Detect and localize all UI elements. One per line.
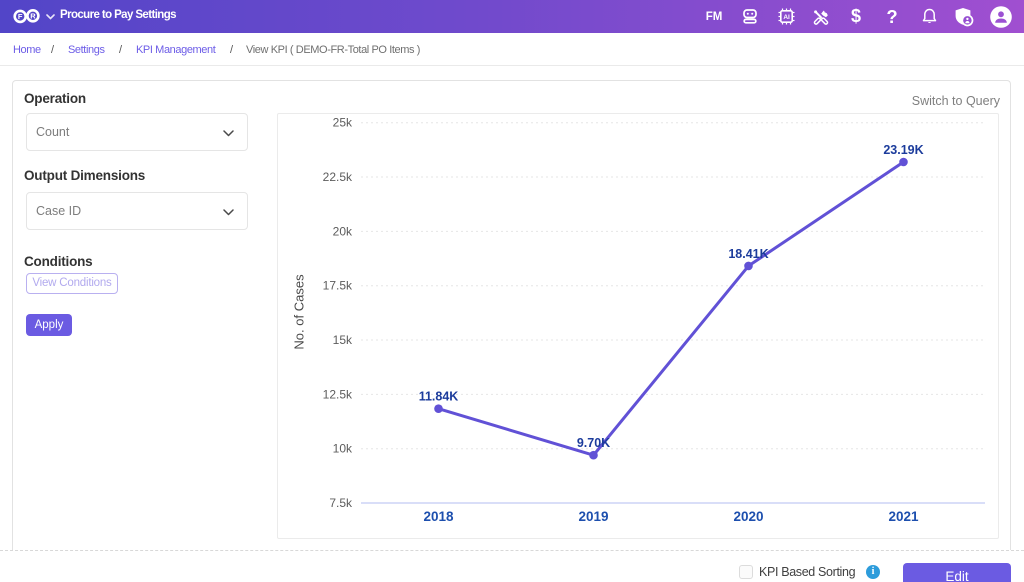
svg-text:F: F — [18, 12, 23, 21]
svg-text:25k: 25k — [333, 116, 353, 130]
svg-text:23.19K: 23.19K — [883, 143, 923, 157]
svg-text:17.5k: 17.5k — [323, 279, 353, 293]
svg-text:7.5k: 7.5k — [329, 496, 353, 510]
svg-text:2018: 2018 — [423, 509, 454, 524]
svg-text:9.70K: 9.70K — [577, 436, 610, 450]
svg-text:AI: AI — [783, 14, 790, 21]
svg-text:R: R — [30, 12, 36, 21]
svg-text:11.84K: 11.84K — [419, 390, 459, 404]
svg-text:20k: 20k — [333, 224, 353, 238]
svg-text:2021: 2021 — [888, 509, 919, 524]
svg-text:No. of Cases: No. of Cases — [292, 274, 307, 350]
svg-text:15k: 15k — [333, 333, 353, 347]
svg-text:18.41K: 18.41K — [728, 247, 768, 261]
svg-text:12.5k: 12.5k — [323, 387, 353, 401]
svg-text:10k: 10k — [333, 442, 353, 456]
svg-text:22.5k: 22.5k — [323, 170, 353, 184]
svg-text:2019: 2019 — [578, 509, 608, 524]
svg-text:2020: 2020 — [733, 509, 763, 524]
